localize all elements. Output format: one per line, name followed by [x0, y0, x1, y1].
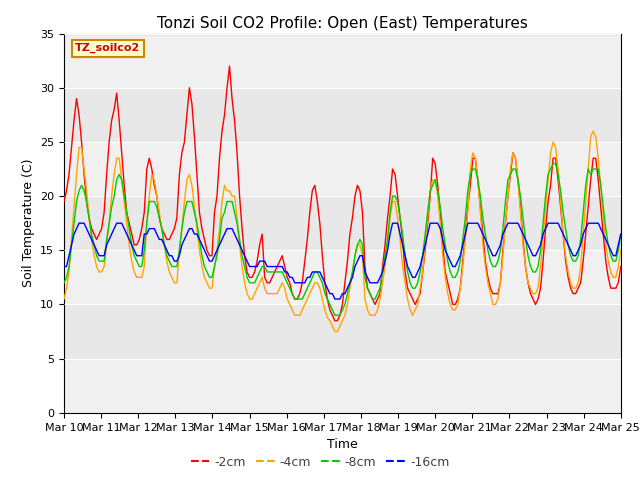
- Bar: [64, 142, 621, 196]
- Text: TZ_soilco2: TZ_soilco2: [75, 43, 140, 53]
- Bar: [64, 196, 621, 250]
- X-axis label: Time: Time: [327, 438, 358, 451]
- Bar: [64, 34, 621, 88]
- Bar: [64, 304, 621, 359]
- Bar: [64, 250, 621, 304]
- Legend: -2cm, -4cm, -8cm, -16cm: -2cm, -4cm, -8cm, -16cm: [186, 451, 454, 474]
- Bar: [64, 88, 621, 142]
- Bar: [64, 359, 621, 413]
- Title: Tonzi Soil CO2 Profile: Open (East) Temperatures: Tonzi Soil CO2 Profile: Open (East) Temp…: [157, 16, 528, 31]
- Y-axis label: Soil Temperature (C): Soil Temperature (C): [22, 159, 35, 288]
